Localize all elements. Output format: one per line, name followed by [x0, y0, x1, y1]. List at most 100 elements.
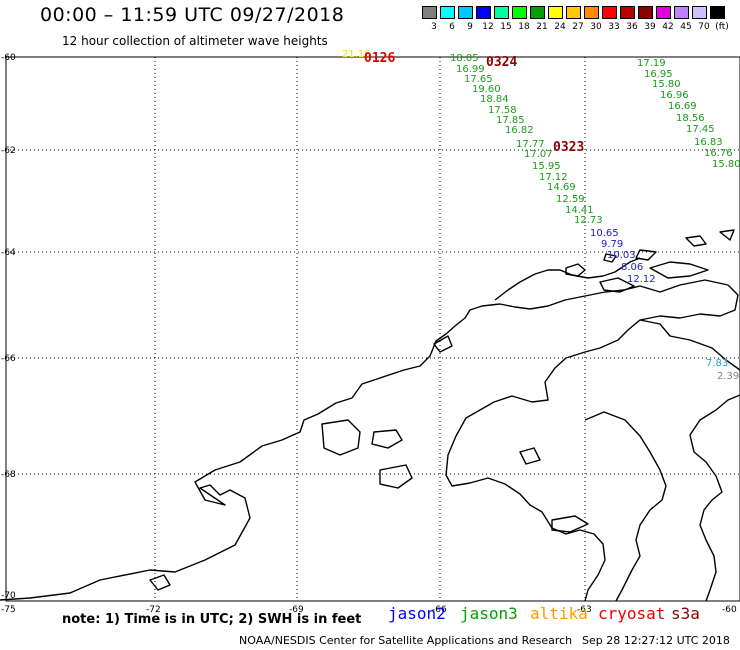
wave-height-value: 18.84 — [480, 94, 509, 105]
lon-label: -75 — [1, 605, 16, 615]
island-13 — [519, 447, 541, 465]
scale-label: 36 — [626, 22, 638, 32]
scale-swatch — [602, 6, 617, 19]
wave-height-value: 8.06 — [621, 262, 643, 273]
pass-time-label: 0324 — [486, 55, 517, 70]
pass-time-label: 0323 — [553, 140, 584, 155]
peninsula-east-coast — [445, 279, 739, 602]
lon-label: -69 — [289, 605, 304, 615]
ice-shelf-edge — [584, 411, 667, 602]
scale-label: 18 — [518, 22, 530, 32]
island-7 — [599, 277, 635, 293]
wave-height-value: 16.95 — [644, 69, 673, 80]
wave-height-value: 17.85 — [496, 115, 525, 126]
page-subtitle: 12 hour collection of altimeter wave hei… — [62, 34, 328, 48]
wave-height-value: 12.59 — [556, 194, 585, 205]
peninsula-tip — [494, 257, 641, 301]
scale-label: 33 — [608, 22, 620, 32]
wave-height-value: 17.19 — [637, 58, 666, 69]
lon-label: -60 — [722, 605, 737, 615]
scale-swatch — [638, 6, 653, 19]
page-title: 00:00 – 11:59 UTC 09/27/2018 — [40, 4, 345, 26]
lat-labels: -60 -62 -64 -66 -68 -70 — [1, 53, 16, 601]
scale-label: 30 — [590, 22, 602, 32]
wave-height-value: 17.07 — [524, 149, 553, 160]
scale-swatch — [440, 6, 455, 19]
scale-label: 24 — [554, 22, 566, 32]
wave-height-value: 7.83 — [706, 358, 728, 369]
scale-label: 12 — [482, 22, 494, 32]
wave-height-value: 16.99 — [456, 64, 485, 75]
wave-height-value: 16.76 — [704, 148, 733, 159]
wave-height-value: 16.69 — [668, 101, 697, 112]
footer-timestamp: Sep 28 12:27:12 UTC 2018 — [582, 634, 730, 647]
scale-swatch — [620, 6, 635, 19]
legend-item-altika: altika — [530, 604, 588, 623]
wave-height-value: 19.60 — [472, 84, 501, 95]
island-14 — [551, 515, 589, 533]
scale-swatch — [458, 6, 473, 19]
wave-height-value: 16.96 — [660, 90, 689, 101]
lat-label: -68 — [1, 470, 16, 480]
scale-label: 42 — [662, 22, 674, 32]
scale-label: 9 — [467, 22, 473, 32]
legend-item-jason2: jason2 — [388, 604, 446, 623]
wave-height-value: 12.73 — [574, 215, 603, 226]
island-12 — [149, 574, 171, 591]
wave-height-value: 15.95 — [532, 161, 561, 172]
scale-label: 70 — [698, 22, 710, 32]
east-coast-south — [689, 394, 740, 602]
island-4 — [685, 235, 707, 247]
lat-label: -62 — [1, 146, 16, 156]
island-6 — [649, 261, 709, 279]
lat-label: -66 — [1, 354, 16, 364]
scale-label: (ft) — [715, 22, 729, 32]
wave-height-value: 17.58 — [488, 105, 517, 116]
wave-height-value: 10.65 — [590, 228, 619, 239]
scale-swatch — [476, 6, 491, 19]
legend-item-cryosat: cryosat — [598, 604, 666, 623]
footer-note: note: 1) Time is in UTC; 2) SWH is in fe… — [62, 612, 362, 627]
scale-swatch — [422, 6, 437, 19]
legend-item-jason3: jason3 — [460, 604, 518, 623]
lon-label: -72 — [146, 605, 161, 615]
scale-swatch — [548, 6, 563, 19]
island-11 — [379, 464, 413, 489]
scale-swatch — [494, 6, 509, 19]
wave-height-value: 9.79 — [601, 239, 623, 250]
wave-height-value: 16.82 — [505, 125, 534, 136]
wave-height-value: 17.12 — [539, 172, 568, 183]
scale-swatch — [584, 6, 599, 19]
wave-height-value: 14.41 — [565, 205, 594, 216]
wave-height-value: 17.45 — [686, 124, 715, 135]
wave-height-tracks: 21.16 18.0516.9917.6519.6018.8417.5817.85… — [342, 49, 740, 382]
island-2 — [603, 253, 617, 263]
scale-swatch — [692, 6, 707, 19]
scale-swatch — [656, 6, 671, 19]
scale-swatch — [674, 6, 689, 19]
grid — [6, 57, 740, 602]
wave-height-value: 15.80 — [652, 79, 681, 90]
lat-label: -60 — [1, 53, 16, 63]
scale-label: 39 — [644, 22, 656, 32]
island-10 — [371, 429, 403, 449]
scale-label: 3 — [431, 22, 437, 32]
wave-height-value: 14.69 — [547, 182, 576, 193]
wave-height-value: 12.12 — [627, 274, 656, 285]
scale-label: 45 — [680, 22, 692, 32]
east-coast-lobes — [639, 319, 740, 371]
island-3 — [635, 249, 657, 261]
scale-label: 27 — [572, 22, 584, 32]
lon-labels: -75 -72 -69 -66 -63 -60 — [1, 605, 737, 615]
lat-label: -70 — [1, 591, 16, 601]
coastline — [0, 229, 740, 602]
scale-swatch — [512, 6, 527, 19]
wave-height-value: 10.03 — [607, 250, 636, 261]
scale-label: 15 — [500, 22, 512, 32]
island-1 — [565, 263, 586, 277]
wave-height-value: 17.77 — [516, 139, 545, 150]
footer-credit: NOAA/NESDIS Center for Satellite Applica… — [239, 634, 573, 647]
wave-height-value: 16.83 — [694, 137, 723, 148]
wave-height-value: 21.16 — [342, 49, 371, 60]
lon-label: -66 — [432, 605, 447, 615]
